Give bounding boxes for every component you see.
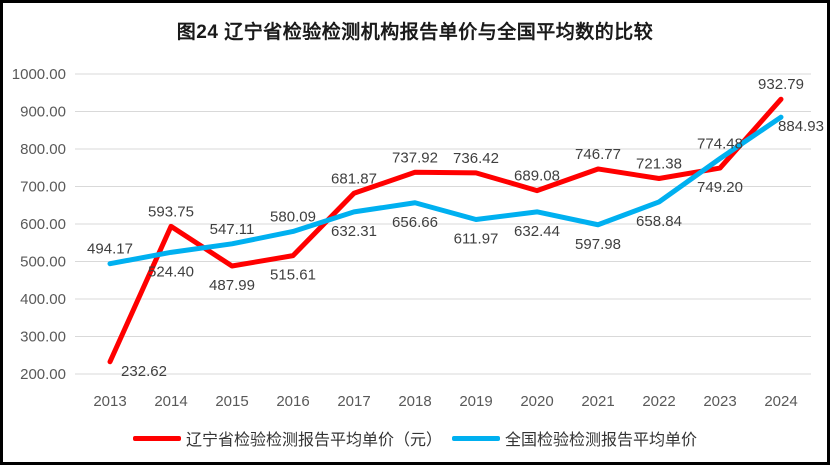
x-tick-label: 2023 (703, 393, 736, 410)
y-tick-label: 700.00 (20, 179, 66, 196)
y-tick-label: 900.00 (20, 104, 66, 121)
red-line-swatch (132, 435, 181, 441)
x-tick-label: 2024 (764, 393, 797, 410)
gridlines (75, 73, 811, 375)
data-label-0-2023: 749.20 (697, 179, 743, 196)
data-label-0-2017: 681.87 (331, 170, 377, 187)
x-tick-label: 2022 (642, 393, 675, 410)
data-label-0-2018: 737.92 (392, 149, 438, 166)
x-tick-label: 2013 (93, 393, 126, 410)
data-label-0-2021: 746.77 (575, 146, 621, 163)
data-label-0-2013: 232.62 (121, 363, 167, 380)
x-tick-label: 2020 (520, 393, 553, 410)
y-tick-label: 500.00 (20, 254, 66, 271)
y-tick-label: 800.00 (20, 141, 66, 158)
data-label-0-2020: 689.08 (514, 168, 560, 185)
data-label-1-2015: 547.11 (210, 221, 255, 238)
y-axis-labels: 1000.00 900.00 800.00 700.00 600.00 500.00 400… (12, 66, 66, 383)
data-label-1-2016: 580.09 (270, 208, 316, 225)
x-tick-label: 2015 (215, 393, 248, 410)
data-label-1-2021: 597.98 (575, 236, 621, 253)
legend-item-liaoning: 辽宁省检验检测报告平均单价（元） (132, 426, 442, 450)
data-label-0-2015: 487.99 (209, 277, 255, 294)
y-tick-label: 400.00 (20, 291, 66, 308)
y-tick-label: 300.00 (20, 329, 66, 346)
data-label-0-2019: 736.42 (453, 150, 499, 167)
x-axis-labels: 2013 2014 2015 2016 2017 2018 2019 2020 2021 2022… (93, 393, 797, 410)
x-tick-label: 2021 (581, 393, 614, 410)
x-tick-label: 2016 (276, 393, 309, 410)
data-label-0-2016: 515.61 (270, 267, 316, 284)
data-label-1-2013: 494.17 (87, 241, 133, 258)
x-tick-label: 2019 (459, 393, 492, 410)
x-tick-label: 2014 (154, 393, 187, 410)
data-label-1-2018: 656.66 (392, 214, 438, 231)
legend-item-national: 全国检验检测报告平均单价 (452, 426, 697, 450)
legend-label-national: 全国检验检测报告平均单价 (505, 432, 698, 449)
line-chart-plot: 1000.00 900.00 800.00 700.00 600.00 500.00 400… (12, 66, 824, 410)
chart-title: 图24 辽宁省检验检测机构报告单价与全国平均数的比较 (176, 22, 654, 43)
y-tick-label: 200.00 (20, 366, 66, 383)
series-line-1 (107, 114, 784, 267)
blue-line-swatch (452, 435, 500, 441)
data-label-1-2017: 632.31 (331, 223, 377, 240)
y-tick-label: 1000.00 (12, 66, 66, 83)
data-label-0-2022: 721.38 (636, 155, 682, 172)
legend-label-liaoning: 辽宁省检验检测报告平均单价（元） (185, 432, 442, 449)
chart-legend: 辽宁省检验检测报告平均单价（元） 全国检验检测报告平均单价 (3, 426, 827, 450)
series-line-0 (107, 96, 784, 365)
x-tick-label: 2018 (398, 393, 431, 410)
data-label-1-2023: 774.48 (697, 136, 743, 153)
data-label-1-2020: 632.44 (514, 223, 560, 240)
data-label-1-2024: 884.93 (778, 118, 824, 135)
data-label-0-2014: 593.75 (148, 203, 194, 220)
x-tick-label: 2017 (337, 393, 370, 410)
data-label-0-2024: 932.79 (758, 76, 804, 93)
y-tick-label: 600.00 (20, 216, 66, 233)
data-labels: 232.62 494.17 593.75 524.40 487.99 547.11 515.… (87, 76, 824, 380)
data-label-1-2014: 524.40 (148, 263, 194, 280)
data-label-1-2019: 611.97 (454, 231, 499, 248)
data-label-1-2022: 658.84 (636, 213, 682, 230)
